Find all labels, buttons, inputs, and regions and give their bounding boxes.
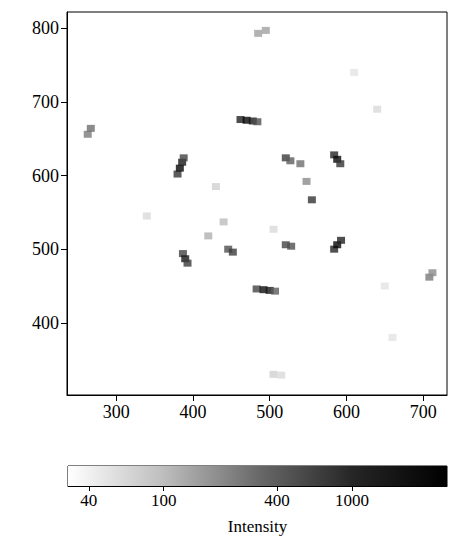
svg-text:1000: 1000 xyxy=(335,491,369,510)
svg-text:300: 300 xyxy=(103,402,130,422)
svg-text:500: 500 xyxy=(32,239,59,259)
svg-text:800: 800 xyxy=(32,18,59,38)
svg-text:400: 400 xyxy=(179,402,206,422)
svg-text:600: 600 xyxy=(333,402,360,422)
svg-text:700: 700 xyxy=(410,402,437,422)
svg-text:500: 500 xyxy=(256,402,283,422)
svg-text:700: 700 xyxy=(32,92,59,112)
svg-text:600: 600 xyxy=(32,166,59,186)
svg-text:400: 400 xyxy=(32,313,59,333)
svg-text:Intensity: Intensity xyxy=(228,517,288,536)
svg-text:400: 400 xyxy=(264,491,290,510)
svg-text:100: 100 xyxy=(151,491,177,510)
svg-text:40: 40 xyxy=(80,491,97,510)
